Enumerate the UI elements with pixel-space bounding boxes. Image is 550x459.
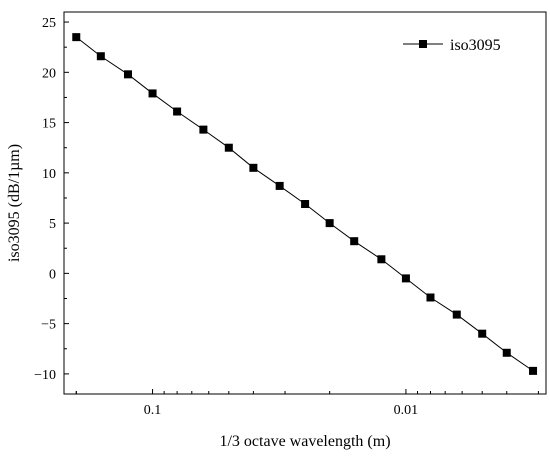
data-point bbox=[301, 200, 310, 209]
data-point bbox=[123, 70, 132, 79]
x-axis: 0.1 0.01 bbox=[75, 389, 539, 418]
y-axis: −10 −5 0 5 10 15 20 25 bbox=[34, 16, 69, 383]
legend: iso3095 bbox=[403, 37, 501, 54]
legend-label: iso3095 bbox=[450, 37, 501, 54]
y-tick-label: 10 bbox=[42, 167, 56, 182]
data-point bbox=[478, 329, 487, 338]
data-point bbox=[96, 52, 105, 61]
data-point bbox=[502, 348, 511, 357]
data-point bbox=[275, 181, 284, 190]
data-point bbox=[325, 219, 334, 228]
y-tick-label: 20 bbox=[42, 66, 56, 81]
data-point bbox=[452, 310, 461, 319]
data-point bbox=[426, 293, 435, 302]
data-point bbox=[350, 237, 359, 246]
y-tick-label: 5 bbox=[49, 217, 56, 232]
x-axis-title: 1/3 octave wavelength (m) bbox=[219, 433, 390, 450]
x-tick-label: 0.01 bbox=[394, 403, 419, 418]
plot-frame bbox=[63, 11, 547, 395]
data-point bbox=[401, 274, 410, 283]
y-tick-label: −10 bbox=[34, 368, 56, 383]
data-point bbox=[249, 163, 258, 172]
data-point bbox=[529, 366, 538, 375]
y-tick-label: −5 bbox=[41, 318, 56, 333]
data-point bbox=[173, 107, 182, 116]
data-point bbox=[72, 33, 81, 42]
data-point bbox=[224, 143, 233, 152]
y-tick-label: 15 bbox=[42, 117, 56, 132]
data-point bbox=[199, 125, 208, 134]
data-point bbox=[377, 255, 386, 264]
y-tick-label: 0 bbox=[49, 267, 56, 282]
y-tick-label: 25 bbox=[42, 16, 56, 31]
series-markers bbox=[72, 33, 538, 375]
data-point bbox=[148, 89, 157, 98]
x-tick-label: 0.1 bbox=[144, 403, 162, 418]
y-axis-title: iso3095 (dB/1µm) bbox=[6, 144, 23, 262]
legend-marker bbox=[419, 40, 427, 48]
